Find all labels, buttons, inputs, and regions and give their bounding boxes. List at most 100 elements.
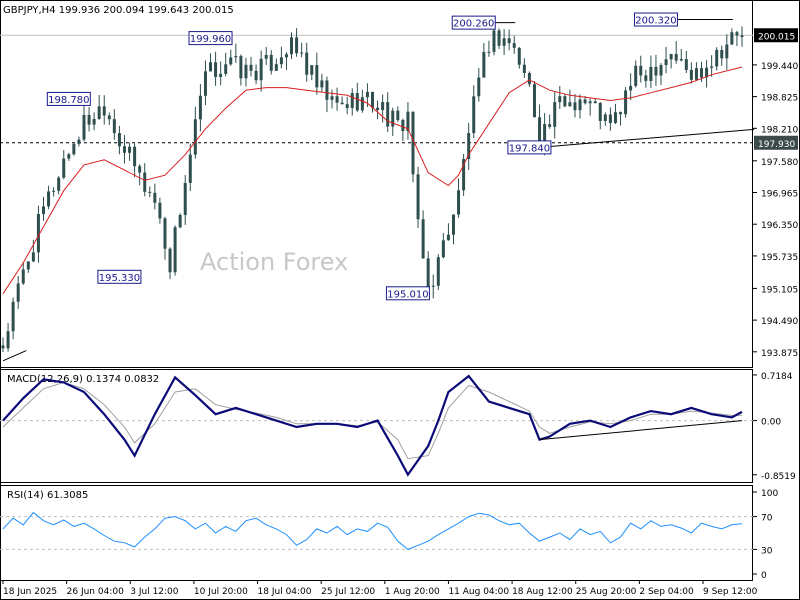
candle-body bbox=[52, 190, 56, 192]
candle bbox=[188, 143, 192, 191]
candle bbox=[654, 54, 658, 86]
candle bbox=[512, 35, 516, 54]
candle-body bbox=[188, 154, 192, 183]
annotation-box bbox=[385, 286, 430, 301]
annotation-label: 199.960 bbox=[190, 34, 231, 45]
time-axis-label: 25 Aug 20:00 bbox=[576, 587, 637, 597]
annotation-label: 197.840 bbox=[509, 143, 550, 154]
candle-body bbox=[619, 112, 623, 115]
candle bbox=[563, 93, 567, 108]
candle bbox=[290, 32, 294, 60]
candle-body bbox=[77, 139, 81, 144]
candle-body bbox=[411, 111, 415, 175]
candle-body bbox=[674, 54, 678, 61]
symbol-header: GBPJPY,H4 199.936 200.094 199.643 200.01… bbox=[3, 5, 234, 16]
candle bbox=[553, 91, 557, 139]
candle-body bbox=[431, 285, 435, 287]
macd-axis-label: -0.8519 bbox=[761, 472, 796, 482]
time-axis-label: 11 Aug 04:00 bbox=[448, 587, 509, 597]
moving-average-line bbox=[2, 66, 743, 295]
candle bbox=[634, 60, 638, 88]
candle-body bbox=[603, 114, 607, 121]
candle-body bbox=[492, 30, 496, 52]
candle-body bbox=[41, 206, 45, 215]
candle bbox=[41, 196, 45, 221]
candle bbox=[133, 143, 137, 178]
candle-body bbox=[133, 146, 137, 167]
candle bbox=[198, 84, 202, 132]
candle bbox=[725, 34, 729, 70]
candle-body bbox=[396, 110, 400, 120]
candle-body bbox=[82, 114, 86, 140]
candle bbox=[715, 47, 719, 71]
candle-body bbox=[639, 65, 643, 76]
candle-body bbox=[467, 133, 471, 160]
candle-body bbox=[102, 106, 106, 116]
candles bbox=[1, 22, 744, 352]
price-layer: 198.780 199.960 195.330 195.010 200.260 197.8… bbox=[0, 12, 755, 362]
candle-body bbox=[700, 68, 704, 78]
candle-body bbox=[254, 70, 258, 81]
candle-body bbox=[659, 65, 663, 76]
candle bbox=[1, 337, 5, 352]
candle bbox=[62, 150, 66, 180]
candle-body bbox=[183, 182, 187, 215]
candle-body bbox=[441, 240, 445, 258]
candle bbox=[391, 107, 395, 136]
price-annotation: 197.840 bbox=[507, 140, 552, 155]
candle-body bbox=[446, 234, 450, 241]
candle-body bbox=[107, 115, 111, 120]
candle-body bbox=[203, 71, 207, 96]
candle-body bbox=[305, 52, 309, 75]
candle-body bbox=[57, 177, 61, 191]
candle bbox=[183, 174, 187, 225]
candle-body bbox=[634, 65, 638, 86]
candle bbox=[411, 111, 415, 183]
candle bbox=[284, 52, 288, 70]
candle-body bbox=[553, 102, 557, 127]
candle bbox=[644, 69, 648, 88]
candle-body bbox=[122, 146, 126, 153]
candle bbox=[239, 54, 243, 86]
candle bbox=[148, 186, 152, 198]
candle bbox=[26, 261, 30, 273]
candle-body bbox=[406, 111, 410, 132]
candle bbox=[244, 57, 248, 87]
candle-body bbox=[6, 331, 10, 349]
candle bbox=[320, 73, 324, 92]
candle bbox=[740, 26, 744, 47]
candle-body bbox=[462, 159, 466, 191]
candle bbox=[254, 64, 258, 85]
candle-body bbox=[517, 47, 521, 65]
candle-body bbox=[532, 84, 536, 118]
candle bbox=[629, 73, 633, 100]
candle bbox=[47, 185, 51, 210]
candle-body bbox=[16, 283, 20, 302]
candle bbox=[396, 106, 400, 122]
candle bbox=[386, 92, 390, 132]
candle bbox=[527, 71, 531, 87]
candle bbox=[624, 87, 628, 118]
candle bbox=[234, 43, 238, 64]
candle bbox=[694, 62, 698, 81]
candle bbox=[269, 50, 273, 75]
candle bbox=[659, 63, 663, 86]
candle-body bbox=[730, 32, 734, 45]
annotation-box bbox=[97, 269, 142, 284]
candle-body bbox=[613, 112, 617, 124]
candle-body bbox=[507, 38, 511, 44]
candle-body bbox=[345, 104, 349, 108]
candle-body bbox=[593, 101, 597, 104]
annotation-label: 198.780 bbox=[48, 95, 89, 106]
candle bbox=[153, 183, 157, 210]
candle-body bbox=[649, 66, 653, 81]
candle-body bbox=[371, 91, 374, 108]
candle-body bbox=[143, 172, 147, 192]
candle-body bbox=[421, 219, 425, 259]
candle bbox=[573, 94, 577, 118]
candle-body bbox=[279, 57, 283, 65]
price-panel bbox=[0, 0, 753, 368]
candle-body bbox=[543, 124, 547, 147]
candle-body bbox=[735, 32, 739, 36]
